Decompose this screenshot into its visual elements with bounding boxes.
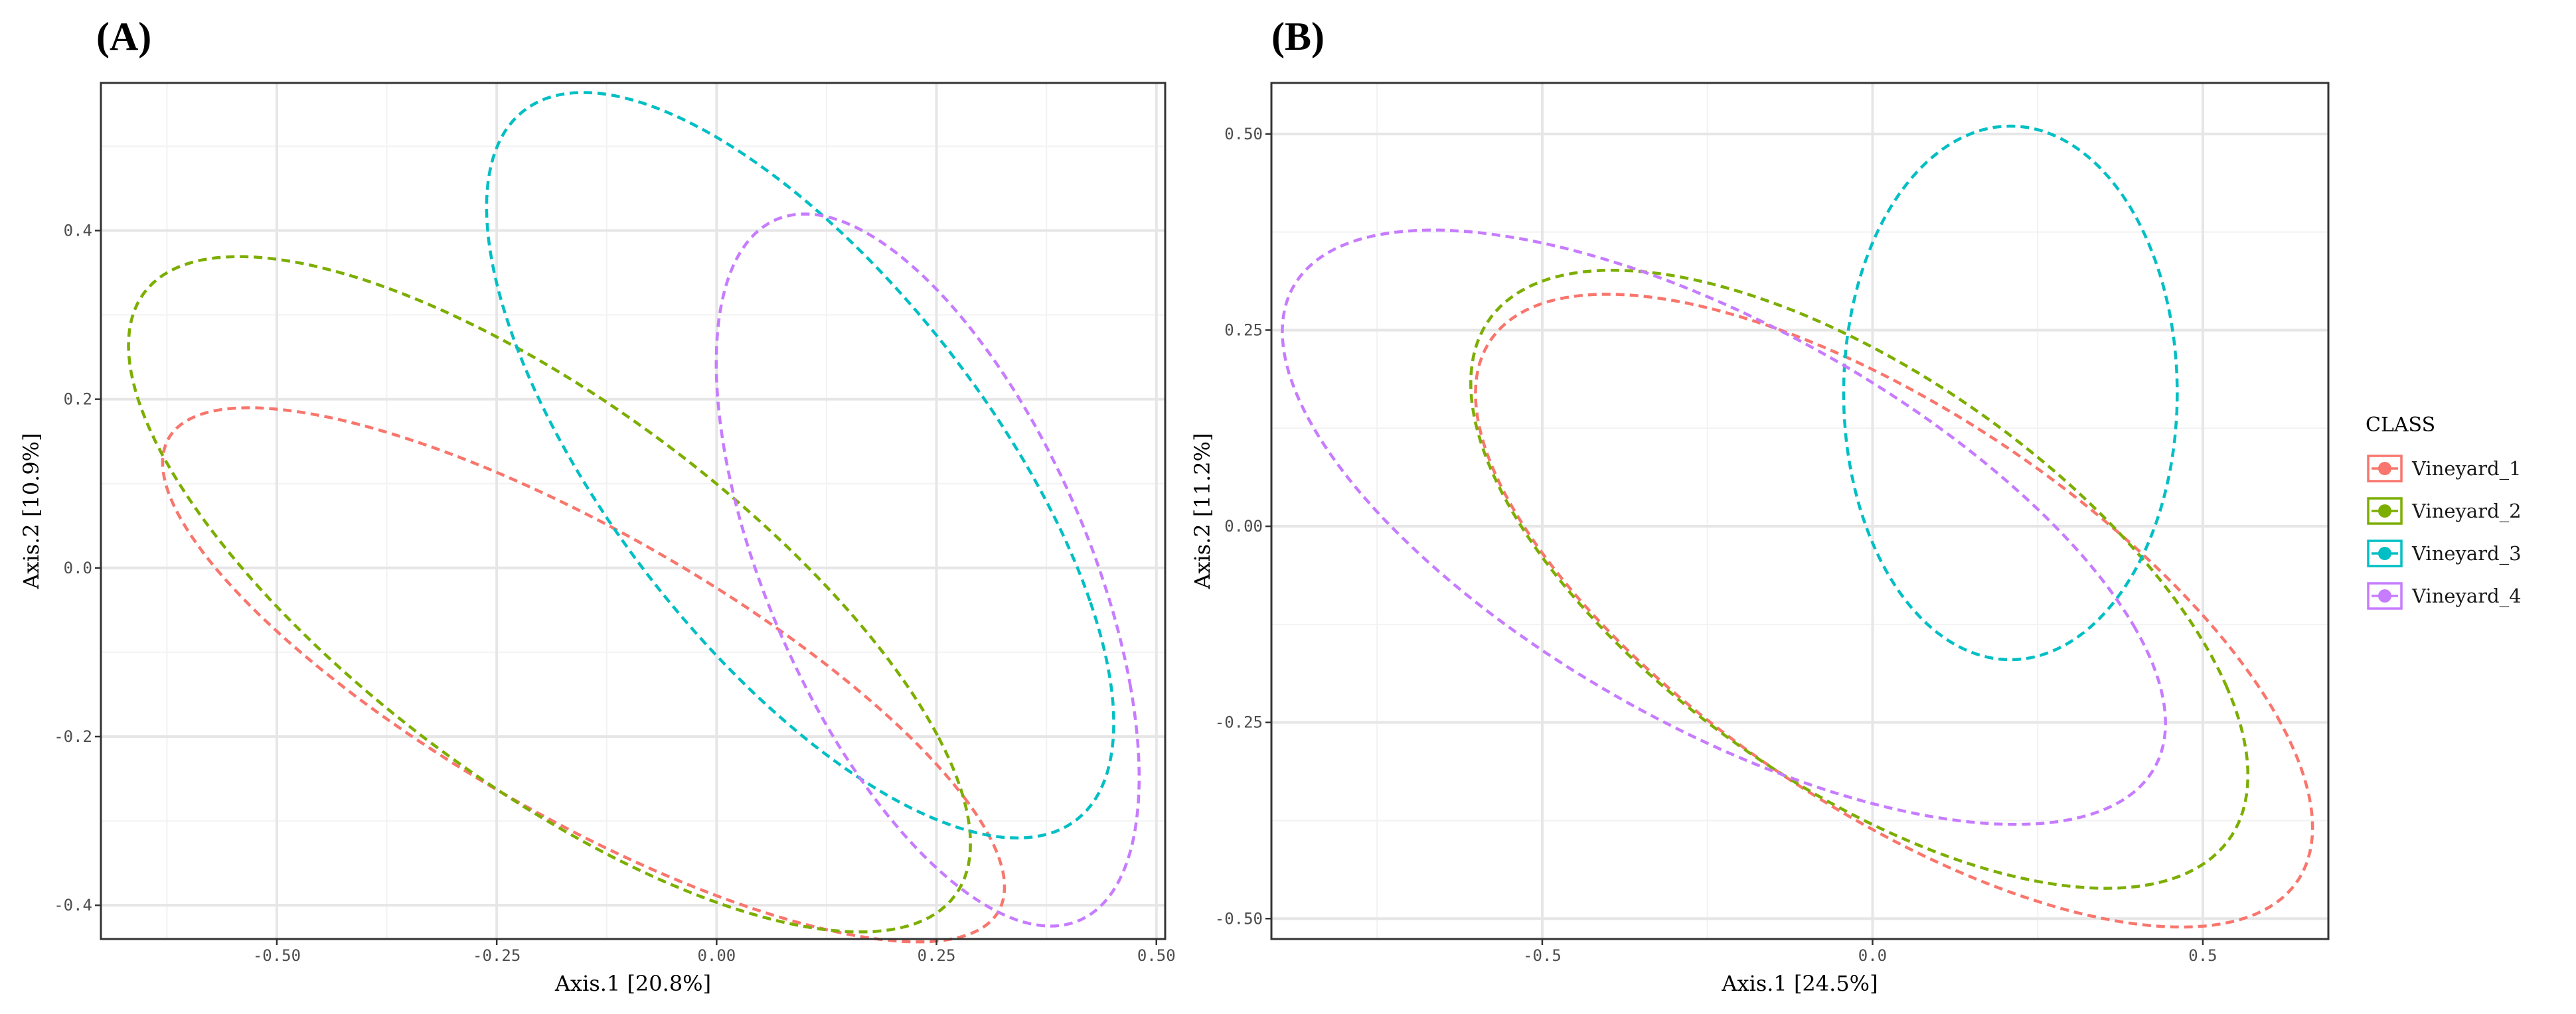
legend-label: Vineyard_1 [2411, 457, 2522, 480]
legend-key-vineyard-4 [2367, 582, 2403, 610]
x-tick-label: 0.25 [918, 946, 956, 965]
legend-key-vineyard-1 [2367, 455, 2403, 482]
legend-key-box [2367, 582, 2403, 610]
x-tick-label: 0.50 [1137, 946, 1176, 965]
plot-border [100, 82, 1167, 940]
x-axis-title: Axis.1 [24.5%] [1721, 971, 1878, 996]
y-tick-label: 0.2 [64, 390, 92, 409]
y-tick-label: 0.25 [1224, 321, 1263, 339]
legend-key-point [2378, 504, 2391, 518]
plot-background [1271, 83, 2328, 939]
x-tick-label: 0.00 [697, 946, 736, 965]
plot-border [1270, 82, 2330, 940]
ellipse-vineyard-1 [1474, 293, 2314, 929]
y-tick-label: 0.4 [64, 221, 92, 240]
y-axis-title: Axis.2 [10.9%] [19, 433, 44, 589]
x-tick-label: -0.5 [1523, 946, 1562, 965]
legend-label: Vineyard_4 [2411, 585, 2522, 608]
plot-background [101, 83, 1165, 939]
legend-title: CLASS [2366, 413, 2435, 437]
y-tick-label: -0.4 [54, 896, 92, 914]
x-tick-label: -0.50 [253, 946, 301, 965]
x-tick-label: -0.25 [473, 946, 521, 965]
ellipse-vineyard-4 [714, 212, 1141, 928]
panel-b: -0.5 0.0 0.5 -0.50 -0.25 0.00 0.25 0.50 Axis.1 [… [1190, 15, 2330, 996]
legend-key-box [2367, 455, 2403, 482]
ellipse-vineyard-2 [127, 255, 972, 934]
y-tick-label: -0.25 [1215, 713, 1263, 732]
legend-key-point [2378, 462, 2391, 475]
y-axis-title: Axis.2 [11.2%] [1190, 433, 1215, 589]
ellipse-vineyard-3 [1842, 124, 2179, 662]
legend-key-vineyard-2 [2367, 497, 2403, 525]
panel-label-a: (A) [96, 15, 151, 58]
y-tick-label: 0.0 [64, 559, 92, 577]
ellipse-vineyard-4 [1281, 228, 2167, 826]
y-tick-label: -0.2 [54, 727, 92, 746]
ellipse-vineyard-1 [161, 406, 1006, 944]
x-tick-label: 0.5 [2188, 946, 2217, 965]
legend-key-vineyard-3 [2367, 540, 2403, 567]
panel-a: -0.50 -0.25 0.00 0.25 0.50 -0.4 -0.2 0.0 0.2 0.4 A… [19, 15, 1176, 996]
legend: CLASS Vineyard_1 Vineyard_2 Vineyard_3 Viney… [2366, 413, 2522, 610]
ellipse-vineyard-2 [1469, 268, 2250, 890]
legend-key-box [2367, 497, 2403, 525]
legend-key-point [2378, 547, 2391, 560]
y-tick-label: 0.50 [1224, 125, 1263, 143]
x-tick-label: 0.0 [1858, 946, 1887, 965]
y-tick-label: -0.50 [1215, 909, 1263, 928]
ellipse-vineyard-3 [485, 91, 1115, 839]
x-axis-title: Axis.1 [20.8%] [554, 971, 711, 996]
legend-label: Vineyard_3 [2411, 542, 2522, 565]
panel-label-b: (B) [1271, 15, 1325, 58]
y-tick-label: 0.00 [1224, 517, 1263, 536]
legend-key-point [2378, 589, 2391, 603]
legend-key-box [2367, 540, 2403, 567]
legend-label: Vineyard_2 [2411, 500, 2522, 523]
